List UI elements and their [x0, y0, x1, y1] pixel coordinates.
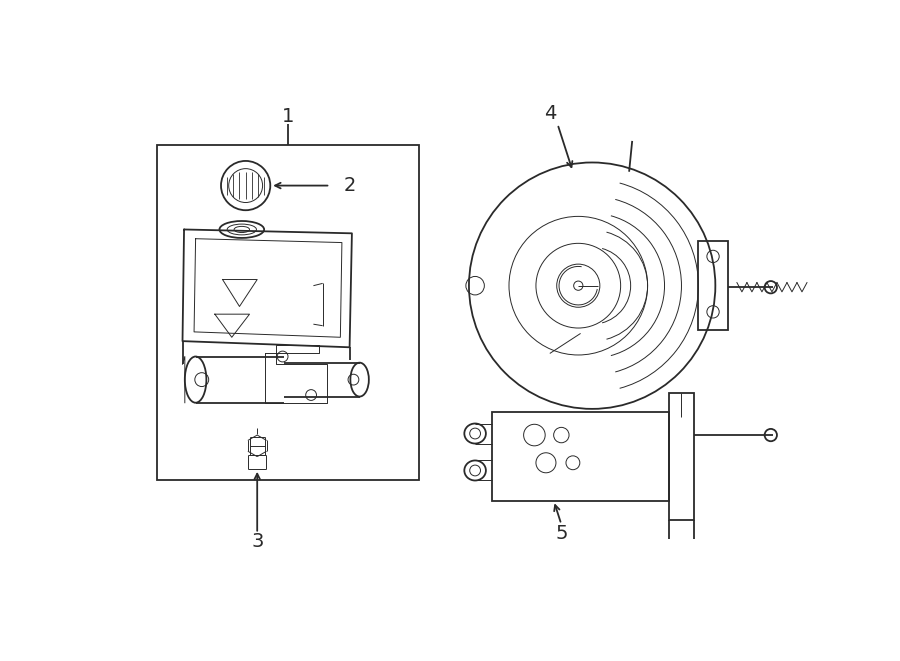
Text: 2: 2 — [344, 176, 356, 195]
Text: 3: 3 — [251, 532, 264, 551]
Text: 4: 4 — [544, 104, 556, 124]
Text: 5: 5 — [555, 524, 568, 543]
Bar — [158, 145, 419, 480]
Bar — [492, 412, 669, 500]
Bar — [669, 393, 694, 520]
Text: 1: 1 — [282, 107, 294, 126]
Bar — [698, 241, 728, 330]
